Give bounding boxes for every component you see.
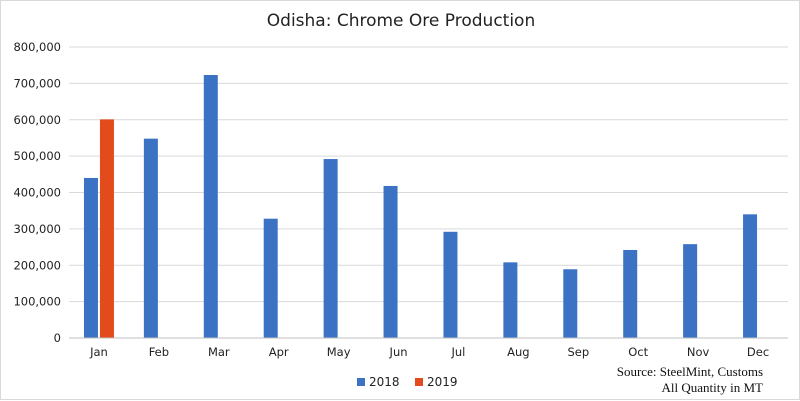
x-tick-label: Apr bbox=[269, 345, 289, 359]
grid-lines bbox=[69, 46, 788, 303]
chart-title: Odisha: Chrome Ore Production bbox=[267, 11, 535, 31]
source-note: Source: SteelMint, Customs bbox=[617, 364, 763, 379]
bar-2018-oct bbox=[623, 249, 638, 338]
bar-2018-feb bbox=[143, 138, 158, 338]
bar-2018-jan bbox=[83, 177, 98, 338]
x-axis-tick-labels: Jan Feb Mar Apr May Jun Jul Aug Sep Oct Nov Dec bbox=[89, 345, 769, 359]
bar-2018-nov bbox=[683, 244, 698, 338]
y-tick-label: 200,000 bbox=[13, 258, 61, 272]
x-tick-label: Nov bbox=[687, 345, 710, 359]
y-tick-label: 300,000 bbox=[13, 222, 61, 236]
bar-2018-may bbox=[323, 159, 338, 338]
units-note: All Quantity in MT bbox=[662, 380, 764, 395]
bar-2018-apr bbox=[263, 218, 278, 338]
bar-2018-jul bbox=[443, 231, 458, 338]
bar-2018-sep bbox=[563, 269, 578, 338]
x-tick-label: Mar bbox=[208, 345, 230, 359]
y-tick-label: 0 bbox=[54, 331, 61, 345]
x-tick-label: Feb bbox=[149, 345, 169, 359]
bar-2018-dec bbox=[743, 214, 758, 338]
legend-label-2019: 2019 bbox=[427, 375, 458, 389]
legend-swatch-2018 bbox=[357, 378, 365, 386]
legend-swatch-2019 bbox=[415, 378, 423, 386]
y-tick-label: 700,000 bbox=[13, 76, 61, 90]
bar-2019-jan bbox=[99, 119, 114, 338]
bar-2018-mar bbox=[203, 75, 218, 338]
y-tick-label: 400,000 bbox=[13, 186, 61, 200]
x-tick-label: Dec bbox=[747, 345, 769, 359]
x-tick-label: Sep bbox=[567, 345, 589, 359]
y-tick-label: 500,000 bbox=[13, 149, 61, 163]
legend-label-2018: 2018 bbox=[369, 375, 400, 389]
bar-2018-aug bbox=[503, 262, 518, 338]
legend: 2018 2019 bbox=[357, 375, 458, 389]
x-tick-label: Aug bbox=[507, 345, 529, 359]
x-tick-label: Jul bbox=[451, 345, 466, 359]
x-tick-label: May bbox=[327, 345, 351, 359]
y-tick-label: 100,000 bbox=[13, 295, 61, 309]
bar-2018-jun bbox=[383, 185, 398, 338]
y-axis-tick-labels: 0 100,000 200,000 300,000 400,000 500,000 600,… bbox=[13, 40, 61, 345]
x-tick-label: Oct bbox=[628, 345, 648, 359]
x-tick-label: Jun bbox=[389, 345, 408, 359]
y-tick-label: 600,000 bbox=[13, 113, 61, 127]
y-tick-label: 800,000 bbox=[13, 40, 61, 54]
bars bbox=[83, 75, 758, 338]
x-tick-label: Jan bbox=[89, 345, 108, 359]
